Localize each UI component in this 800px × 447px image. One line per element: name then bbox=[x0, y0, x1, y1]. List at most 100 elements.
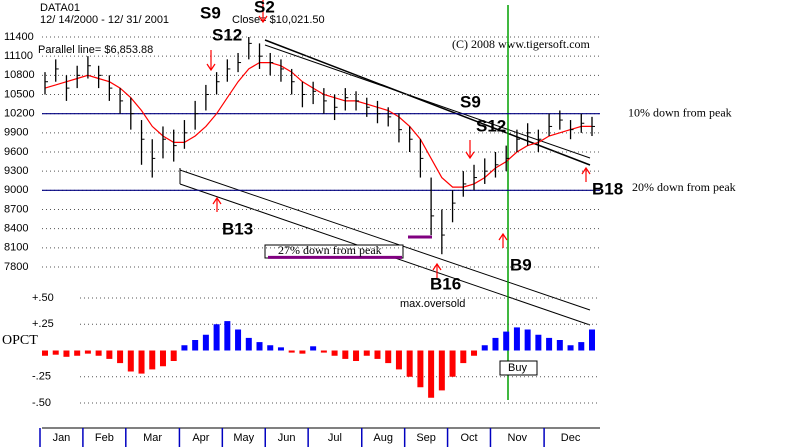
signal-label: S9 bbox=[200, 3, 221, 22]
opct-bar bbox=[481, 345, 488, 351]
y-tick-label: 11100 bbox=[4, 50, 33, 62]
opct-bar bbox=[353, 350, 360, 361]
opct-bar bbox=[235, 329, 242, 351]
opct-bar bbox=[546, 337, 553, 351]
y-tick-label: 9000 bbox=[4, 184, 28, 196]
y-tick-label: -.50 bbox=[32, 397, 51, 409]
y-tick-label: 7800 bbox=[4, 261, 28, 273]
x-tick-label: Feb bbox=[95, 432, 114, 444]
opct-bar bbox=[299, 350, 306, 354]
x-tick-label: Mar bbox=[143, 432, 162, 444]
moving-average bbox=[44, 62, 592, 188]
opct-bar bbox=[567, 345, 574, 351]
opct-bar bbox=[202, 334, 209, 351]
parallel-label: Parallel line= $6,853.88 bbox=[38, 44, 153, 56]
reference-label: 10% down from peak bbox=[628, 105, 732, 119]
trend-line bbox=[264, 44, 591, 159]
signal-arrow-head bbox=[432, 262, 442, 271]
signal-label: S9 bbox=[460, 92, 481, 111]
x-tick-label: May bbox=[233, 432, 254, 444]
opct-bar bbox=[310, 346, 317, 351]
signal-label: B16 bbox=[430, 274, 461, 293]
opct-bar bbox=[374, 350, 381, 359]
signal-label: S12 bbox=[476, 116, 506, 135]
reference-label: 20% down from peak bbox=[632, 180, 736, 194]
opct-bar bbox=[127, 350, 134, 372]
opct-bar bbox=[535, 334, 542, 351]
y-tick-label: 10800 bbox=[4, 69, 35, 81]
signal-arrow-head bbox=[465, 151, 475, 160]
opct-bar bbox=[74, 350, 81, 356]
y-tick-label: 11400 bbox=[4, 31, 34, 43]
opct-bar bbox=[438, 350, 445, 391]
opct-bar bbox=[331, 350, 338, 356]
opct-bar bbox=[556, 340, 563, 351]
copyright: (C) 2008 www.tigersoft.com bbox=[452, 37, 591, 51]
opct-bar bbox=[63, 350, 70, 357]
label-box bbox=[499, 360, 538, 376]
opct-bar bbox=[256, 342, 263, 351]
y-tick-label: -.25 bbox=[32, 371, 51, 383]
opct-bar bbox=[106, 350, 113, 359]
opct-bar bbox=[492, 337, 499, 351]
x-tick-label: Oct bbox=[460, 432, 477, 444]
signal-label: S2 bbox=[254, 0, 275, 16]
opct-bar bbox=[406, 350, 413, 377]
opct-bar bbox=[170, 350, 177, 361]
opct-bar bbox=[503, 331, 510, 351]
y-tick-label: 9300 bbox=[4, 165, 28, 177]
parallel-line bbox=[179, 169, 591, 311]
opct-bar bbox=[117, 350, 124, 364]
signal-arrow-head bbox=[258, 15, 268, 24]
x-tick-label: Jul bbox=[328, 432, 342, 444]
y-tick-label: 10200 bbox=[4, 108, 35, 120]
opct-bar bbox=[589, 329, 595, 351]
y-tick-label: 9900 bbox=[4, 127, 28, 139]
opct-bar bbox=[471, 350, 478, 356]
opct-bar bbox=[449, 350, 456, 377]
chart-title: DATA01 bbox=[40, 2, 80, 14]
opct-bar bbox=[149, 350, 156, 370]
annotation: Buy bbox=[508, 362, 527, 374]
indicator-name: OPCT bbox=[2, 333, 38, 348]
signal-label: S12 bbox=[212, 25, 242, 44]
date-range: 12/ 14/2000 - 12/ 31/ 2001 bbox=[40, 14, 169, 26]
opct-bar bbox=[84, 350, 91, 354]
opct-bar bbox=[224, 321, 231, 351]
y-tick-label: +.50 bbox=[32, 292, 54, 304]
signal-arrow-head bbox=[206, 63, 216, 72]
y-tick-label: 8700 bbox=[4, 203, 28, 215]
opct-bar bbox=[245, 337, 252, 351]
y-tick-label: 8400 bbox=[4, 223, 28, 235]
x-tick-label: Nov bbox=[508, 432, 528, 444]
opct-bar bbox=[192, 340, 199, 351]
signal-label: B13 bbox=[222, 219, 253, 238]
signal-label: B9 bbox=[510, 255, 532, 274]
opct-bar bbox=[277, 347, 284, 351]
x-tick-label: Jan bbox=[53, 432, 71, 444]
opct-bar bbox=[159, 350, 166, 367]
opct-bar bbox=[524, 329, 531, 351]
x-tick-label: Dec bbox=[561, 432, 581, 444]
opct-bar bbox=[417, 350, 424, 388]
opct-bar bbox=[288, 350, 295, 353]
close-label: Close= $10,021.50 bbox=[232, 14, 325, 26]
signal-label: B18 bbox=[592, 179, 623, 198]
opct-bar bbox=[52, 350, 59, 355]
annotation: max.oversold bbox=[400, 298, 465, 310]
opct-bar bbox=[385, 350, 392, 364]
y-tick-label: 9600 bbox=[4, 146, 28, 158]
opct-bar bbox=[42, 350, 48, 356]
opct-bar bbox=[395, 350, 402, 370]
opct-bar bbox=[213, 324, 220, 351]
x-tick-label: Apr bbox=[192, 432, 209, 444]
opct-bar bbox=[320, 350, 327, 353]
opct-bar bbox=[428, 350, 435, 398]
opct-bar bbox=[95, 350, 102, 356]
opct-bar bbox=[460, 350, 467, 364]
trend-line bbox=[264, 39, 591, 166]
opct-bar bbox=[363, 350, 370, 356]
x-tick-label: Aug bbox=[373, 432, 393, 444]
opct-bar bbox=[513, 327, 520, 351]
